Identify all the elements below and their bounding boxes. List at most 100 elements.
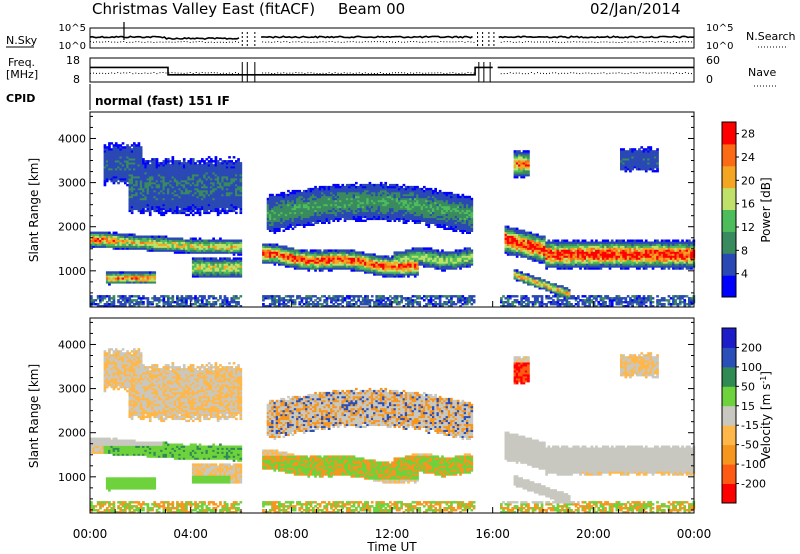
power-cell [314, 193, 317, 197]
power-cell [375, 267, 379, 270]
power-cell [182, 305, 186, 308]
power-cell [298, 215, 302, 219]
power-cell [117, 154, 120, 157]
power-cell [203, 273, 206, 276]
power-cell [384, 189, 388, 193]
power-cell [171, 295, 175, 298]
power-cell [189, 179, 193, 183]
power-cell [94, 231, 98, 234]
power-cell [239, 170, 243, 173]
power-cell [146, 205, 150, 209]
nave-point [398, 72, 399, 74]
power-cell [128, 239, 132, 242]
power-cell [212, 259, 215, 262]
power-cell [191, 181, 195, 185]
power-cell [239, 201, 243, 205]
power-cell [110, 162, 114, 165]
power-cell [153, 172, 157, 175]
power-cell [178, 187, 181, 191]
power-cell [151, 164, 154, 167]
power-cell [327, 199, 331, 203]
power-cell [307, 259, 311, 262]
power-cell [370, 269, 374, 272]
power-cell [370, 263, 374, 266]
power-cell [126, 273, 129, 276]
nave-point [645, 72, 647, 74]
power-cell [348, 195, 351, 199]
power-cell [341, 265, 345, 268]
power-cell [264, 245, 268, 248]
power-cell [232, 275, 236, 278]
power-cell [318, 259, 322, 262]
power-cell [370, 265, 374, 268]
power-cell [302, 189, 306, 193]
power-cell [336, 297, 340, 300]
nsearch-point [313, 41, 315, 43]
power-cell [205, 247, 209, 250]
power-cell [142, 160, 145, 163]
power-cell [327, 195, 331, 199]
power-cell [221, 172, 225, 175]
power-cell [325, 213, 329, 217]
power-cell [103, 231, 107, 234]
power-cell [232, 271, 236, 274]
power-cell [194, 179, 197, 183]
power-cell [185, 241, 188, 244]
power-cell [300, 219, 304, 222]
power-cell [189, 160, 193, 163]
power-cell [128, 243, 132, 246]
power-cell [205, 257, 209, 260]
power-cell [124, 245, 127, 248]
power-cell [228, 247, 231, 250]
power-cell [151, 176, 154, 179]
power-cell [330, 301, 333, 304]
power-cell [139, 207, 143, 211]
power-cell [225, 189, 229, 193]
power-cell [108, 152, 111, 155]
nave-point [165, 72, 167, 74]
power-cell [205, 243, 209, 246]
power-cell [114, 166, 118, 169]
nsearch-point [219, 41, 221, 43]
power-cell [268, 259, 272, 262]
power-cell [139, 239, 143, 242]
power-cell [323, 213, 326, 217]
power-cell [232, 197, 236, 201]
power-cell [228, 269, 231, 272]
power-cell [121, 172, 125, 175]
power-cell [133, 305, 136, 308]
power-cell [162, 241, 166, 244]
power-cell [355, 195, 358, 199]
power-cell [323, 221, 326, 224]
power-cell [235, 176, 238, 179]
power-cell [194, 263, 197, 266]
nsearch-point [660, 41, 662, 42]
power-cell [130, 207, 134, 211]
power-cell [282, 251, 286, 254]
power-cell [201, 205, 204, 209]
nave-point [376, 72, 378, 74]
power-cell [124, 301, 127, 304]
power-cell [275, 209, 279, 213]
power-cell [205, 303, 209, 306]
power-cell [201, 251, 204, 254]
power-cell [124, 158, 127, 161]
power-cell [237, 199, 240, 203]
power-cell [185, 205, 188, 209]
power-cell [359, 301, 363, 304]
power-cell [312, 223, 315, 226]
power-cell [210, 197, 213, 201]
power-cell [191, 207, 195, 211]
nsearch-point [410, 41, 412, 42]
nsearch-point [684, 41, 686, 43]
nsearch-point [198, 41, 200, 42]
power-cell [343, 195, 347, 199]
power-cell [366, 269, 369, 272]
power-cell [225, 205, 229, 209]
power-cell [361, 253, 365, 256]
power-cell [142, 237, 145, 240]
power-cell [384, 303, 388, 306]
power-cell [117, 160, 120, 163]
power-cell [144, 201, 148, 205]
power-cell [221, 181, 225, 185]
